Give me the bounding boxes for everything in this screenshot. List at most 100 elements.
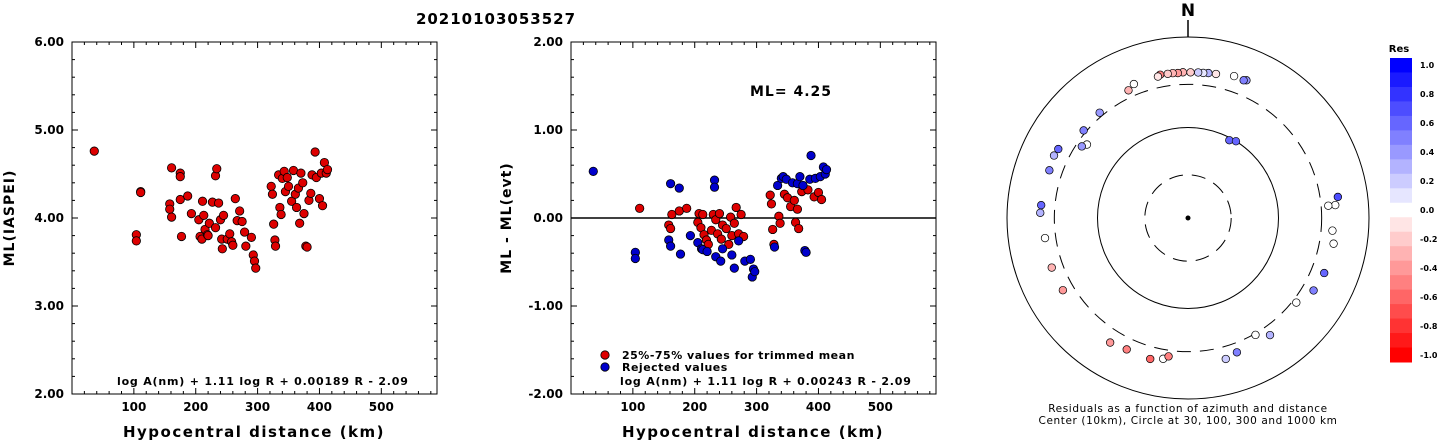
- y-axis-label: ML(IASPEI): [2, 170, 18, 267]
- station-marker: [1331, 200, 1340, 210]
- data-point: [240, 227, 250, 237]
- y-tick-label: -1.00: [528, 299, 563, 313]
- caption-line-1: Residuals as a function of azimuth and d…: [1048, 403, 1328, 415]
- data-point: [210, 223, 221, 233]
- data-point: [724, 239, 734, 249]
- data-point: [136, 187, 146, 198]
- data-point: [291, 202, 302, 213]
- data-point: [750, 267, 760, 277]
- station-marker: [1040, 233, 1050, 243]
- data-point: [667, 209, 677, 220]
- ring-100km: [1097, 127, 1279, 309]
- colorbar-swatch: [1390, 173, 1412, 189]
- station-marker: [1265, 330, 1275, 340]
- station-marker: [1079, 126, 1088, 135]
- data-point: [768, 224, 778, 235]
- station-marker: [1186, 68, 1195, 77]
- data-point: [685, 231, 695, 241]
- station-marker: [1058, 286, 1068, 295]
- colorbar-tick-label: -0.2: [1420, 235, 1437, 244]
- chart-ml-residual: 100 200 300 400 500 -2.00 -1.00 0.00 1.00 2.00 M…: [499, 35, 937, 441]
- marks: [588, 150, 832, 282]
- data-point: [716, 256, 726, 266]
- station-marker: [1329, 239, 1338, 248]
- y-tick-label: -2.00: [528, 387, 563, 401]
- data-point: [806, 150, 816, 161]
- marks: [89, 146, 333, 273]
- station-marker: [1163, 69, 1172, 78]
- station-marker: [1153, 72, 1163, 81]
- colorbar-tick-label: 0.0: [1420, 206, 1435, 215]
- colorbar-swatch: [1390, 202, 1412, 218]
- y-tick-label: 2.00: [34, 387, 64, 401]
- data-point: [246, 232, 257, 242]
- data-point: [798, 180, 808, 191]
- data-point: [165, 204, 175, 214]
- data-point: [283, 181, 294, 191]
- colorbar-swatch: [1390, 275, 1412, 291]
- data-point: [666, 179, 676, 189]
- station-marker: [1194, 68, 1203, 77]
- data-point: [183, 191, 193, 201]
- legend-label-rejected: Rejected values: [622, 361, 728, 374]
- x-tick-label: 200: [682, 400, 707, 414]
- data-point: [714, 209, 725, 219]
- data-point: [674, 183, 684, 193]
- data-point: [225, 229, 235, 239]
- x-tick-label: 100: [121, 400, 146, 414]
- colorbar-tick-label: 0.2: [1420, 177, 1434, 186]
- station-marker: [1106, 338, 1115, 347]
- station-markers: [1036, 68, 1343, 364]
- legend-marker-blue: [600, 362, 610, 372]
- x-tick-label: 300: [744, 400, 769, 414]
- station-marker: [1333, 192, 1343, 202]
- ring-1000km: [1006, 36, 1370, 400]
- colorbar-tick-label: 0.4: [1420, 148, 1435, 157]
- epicenter-dot: [1185, 215, 1191, 221]
- legend: 25%-75% values for trimmed mean Rejected…: [600, 349, 855, 374]
- legend-label-trimmed: 25%-75% values for trimmed mean: [622, 349, 855, 362]
- data-point: [235, 206, 245, 216]
- colorbar-swatch: [1390, 333, 1412, 349]
- data-point: [702, 246, 712, 257]
- ring-30km: [1144, 174, 1232, 262]
- colorbar-tick-label: 0.6: [1420, 119, 1435, 128]
- colorbar-swatch: [1390, 144, 1412, 160]
- y-tick-label: 4.00: [34, 211, 64, 225]
- station-marker: [1309, 286, 1318, 295]
- data-point: [709, 182, 720, 192]
- data-point: [716, 234, 726, 244]
- data-point: [287, 196, 297, 206]
- ml-value-label: ML= 4.25: [750, 84, 832, 100]
- data-point: [218, 210, 229, 220]
- x-tick-label: 300: [245, 400, 270, 414]
- data-point: [295, 218, 305, 228]
- station-marker: [1292, 298, 1301, 307]
- data-point: [769, 242, 780, 252]
- data-point: [296, 168, 306, 178]
- data-point: [214, 198, 224, 208]
- colorbar-tick-label: 0.8: [1420, 90, 1435, 99]
- colorbar-swatch: [1390, 231, 1412, 247]
- data-point: [299, 209, 309, 219]
- station-marker: [1251, 330, 1260, 340]
- range-rings: [1006, 36, 1370, 400]
- data-point: [717, 244, 728, 254]
- data-point: [698, 209, 708, 220]
- y-tick-label: 1.00: [533, 123, 563, 137]
- formula-label: log A(nm) + 1.11 log R + 0.00189 R - 2.0…: [117, 375, 409, 388]
- data-point: [230, 194, 240, 204]
- colorbar-swatch: [1390, 86, 1412, 102]
- data-point: [175, 172, 185, 182]
- colorbar-swatch: [1390, 115, 1412, 131]
- y-tick-label: 0.00: [533, 211, 563, 225]
- x-axis: 100 200 300 400 500: [83, 42, 432, 414]
- colorbar-swatch: [1390, 101, 1412, 117]
- station-marker: [1146, 354, 1155, 364]
- station-marker: [1164, 352, 1173, 361]
- x-tick-label: 500: [369, 400, 394, 414]
- x-tick-label: 200: [183, 400, 208, 414]
- station-marker: [1054, 144, 1063, 154]
- ring-300km: [1053, 83, 1323, 353]
